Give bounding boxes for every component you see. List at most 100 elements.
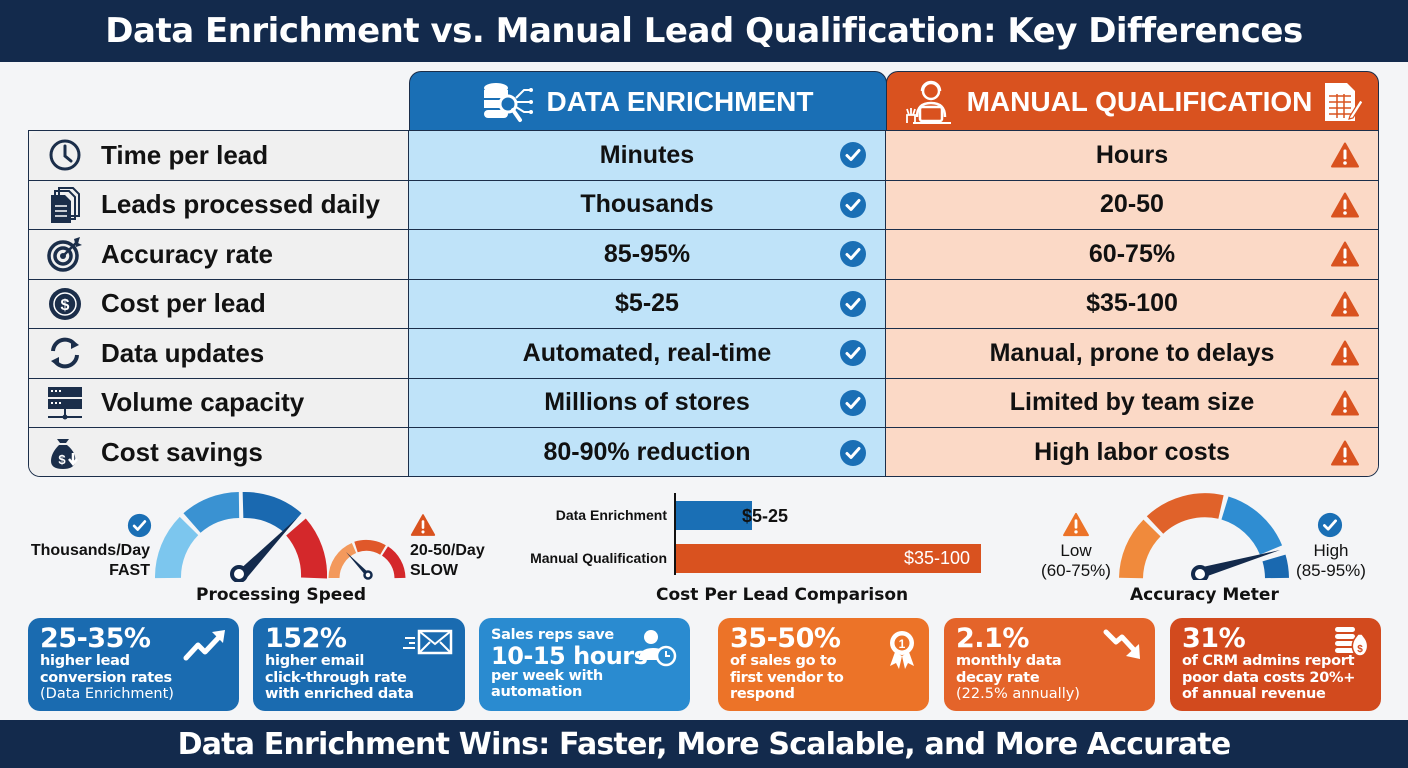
cost-chart-title: Cost Per Lead Comparison <box>656 585 909 605</box>
manual-qualification-cell: 60-75% <box>886 230 1378 279</box>
manual-qualification-value: 60-75% <box>1088 239 1176 268</box>
award-ribbon-icon: 1 <box>890 631 914 669</box>
check-circle-icon <box>840 389 866 416</box>
stat-card-email-ctr: 152% higher email click-through rate wit… <box>253 618 465 711</box>
fast-gauge <box>155 492 327 582</box>
stat-card-conversion: 25-35% higher lead conversion rates (Dat… <box>28 618 239 711</box>
data-enrichment-value: Automated, real-time <box>522 338 772 367</box>
table-row: Volume capacity Millions of stores Limit… <box>29 378 1378 428</box>
coins-bag-icon: $ <box>1335 627 1369 657</box>
clock-icon <box>29 137 101 173</box>
database-search-icon <box>484 82 534 122</box>
column-header-manual-qualification: MANUAL QUALIFICATION <box>886 71 1379 131</box>
row-label: Time per lead <box>101 139 269 170</box>
data-enrichment-cell: Minutes <box>409 131 886 180</box>
data-enrichment-value: Minutes <box>599 140 695 169</box>
data-enrichment-cell: Thousands <box>409 180 886 229</box>
low-label: Low <box>1060 541 1092 560</box>
processing-speed-title: Processing Speed <box>196 585 367 605</box>
manual-qualification-value: High labor costs <box>1034 438 1230 467</box>
row-label: Volume capacity <box>101 387 305 418</box>
manual-qualification-cell: $35-100 <box>886 279 1378 328</box>
bar-category-label: Manual Qualification <box>530 550 667 566</box>
stat-card-time-saved: Sales reps save 10-15 hours per week wit… <box>479 618 690 711</box>
check-circle-icon <box>840 241 866 268</box>
warning-triangle-icon <box>1331 192 1359 218</box>
table-row: $ Cost savings 80-90% reduction High lab… <box>29 428 1378 476</box>
column-label-manual-qualification: MANUAL QUALIFICATION <box>966 85 1313 117</box>
table-row: Leads processed daily Thousands 20-50 <box>29 180 1378 230</box>
svg-text:$: $ <box>61 297 70 314</box>
check-circle-icon <box>840 290 866 317</box>
row-label-cell: Time per lead <box>29 131 409 180</box>
bar-data-enrichment <box>676 501 753 530</box>
accuracy-gauge <box>1119 493 1289 580</box>
svg-text:$: $ <box>1357 644 1363 655</box>
stat-value: 10-15 hours <box>491 641 648 670</box>
trend-down-icon <box>1103 629 1140 659</box>
row-label: Cost per lead <box>101 288 266 319</box>
column-header-data-enrichment: DATA ENRICHMENT <box>409 71 887 131</box>
check-circle-icon <box>840 142 866 169</box>
bar-manual-qualification <box>676 544 981 573</box>
manual-qualification-value: Limited by team size <box>1009 388 1255 417</box>
data-enrichment-cell: 85-95% <box>409 230 886 279</box>
spreadsheet-edit-icon <box>1325 82 1363 121</box>
warning-triangle-icon <box>1331 390 1359 416</box>
data-enrichment-value: $5-25 <box>615 289 679 318</box>
manual-qualification-cell: Limited by team size <box>886 378 1378 427</box>
slow-label: SLOW <box>410 562 458 579</box>
table-row: $ Cost per lead $5-25 $35-100 <box>29 279 1378 329</box>
bar-value-label: $35-100 <box>904 548 971 568</box>
table-row: Time per lead Minutes Hours <box>29 131 1378 181</box>
table-row: Accuracy rate 85-95% 60-75% <box>29 230 1378 280</box>
manual-qualification-cell: High labor costs <box>886 428 1378 476</box>
data-enrichment-value: Millions of stores <box>544 388 750 417</box>
check-circle-icon <box>1317 512 1343 538</box>
row-label-cell: Data updates <box>29 329 409 378</box>
fast-label: FAST <box>109 562 150 579</box>
check-circle-icon <box>840 191 866 218</box>
data-enrichment-cell: $5-25 <box>409 279 886 328</box>
user-clock-icon <box>639 630 677 667</box>
check-circle-icon <box>127 513 152 538</box>
check-circle-icon <box>840 439 866 466</box>
footer-banner: Data Enrichment Wins: Faster, More Scala… <box>0 720 1408 768</box>
warning-triangle-icon <box>410 514 436 536</box>
stat-card-first-vendor: 35-50% of sales go to first vendor to re… <box>718 618 929 711</box>
support-agent-icon <box>905 80 951 124</box>
check-circle-icon <box>840 340 866 367</box>
slow-rate-label: 20-50/Day <box>410 542 485 559</box>
refresh-icon <box>29 335 101 371</box>
page-title: Data Enrichment vs. Manual Lead Qualific… <box>0 0 1408 62</box>
money-bag-down-icon: $ <box>29 435 101 471</box>
fast-rate-label: Thousands/Day <box>30 542 150 559</box>
low-range-label: (60-75%) <box>1041 561 1111 580</box>
data-enrichment-cell: Automated, real-time <box>409 329 886 378</box>
data-enrichment-value: Thousands <box>580 190 714 219</box>
target-icon <box>29 235 101 273</box>
stat-value: 2.1% <box>956 623 1029 654</box>
server-icon <box>29 385 101 421</box>
manual-qualification-value: Manual, prone to delays <box>989 338 1275 367</box>
column-label-data-enrichment: DATA ENRICHMENT <box>546 85 814 117</box>
stat-value: 35-50% <box>730 623 841 654</box>
warning-triangle-icon <box>1331 291 1359 317</box>
stat-value: 25-35% <box>40 623 151 654</box>
row-label-cell: $ Cost per lead <box>29 279 409 328</box>
data-enrichment-cell: Millions of stores <box>409 378 886 427</box>
row-label-cell: Volume capacity <box>29 378 409 427</box>
email-fast-icon <box>403 629 453 655</box>
row-label-cell: Accuracy rate <box>29 230 409 279</box>
row-label: Cost savings <box>101 437 263 468</box>
stat-value: 152% <box>265 623 347 654</box>
high-range-label: (85-95%) <box>1296 561 1366 580</box>
trend-up-icon <box>183 630 225 661</box>
stat-value: 31% <box>1182 623 1246 654</box>
chart-axis <box>674 493 676 575</box>
data-enrichment-value: 85-95% <box>603 239 691 268</box>
row-label: Leads processed daily <box>101 189 380 220</box>
warning-triangle-icon <box>1331 440 1359 466</box>
row-label: Data updates <box>101 337 265 368</box>
warning-triangle-icon <box>1331 340 1359 366</box>
